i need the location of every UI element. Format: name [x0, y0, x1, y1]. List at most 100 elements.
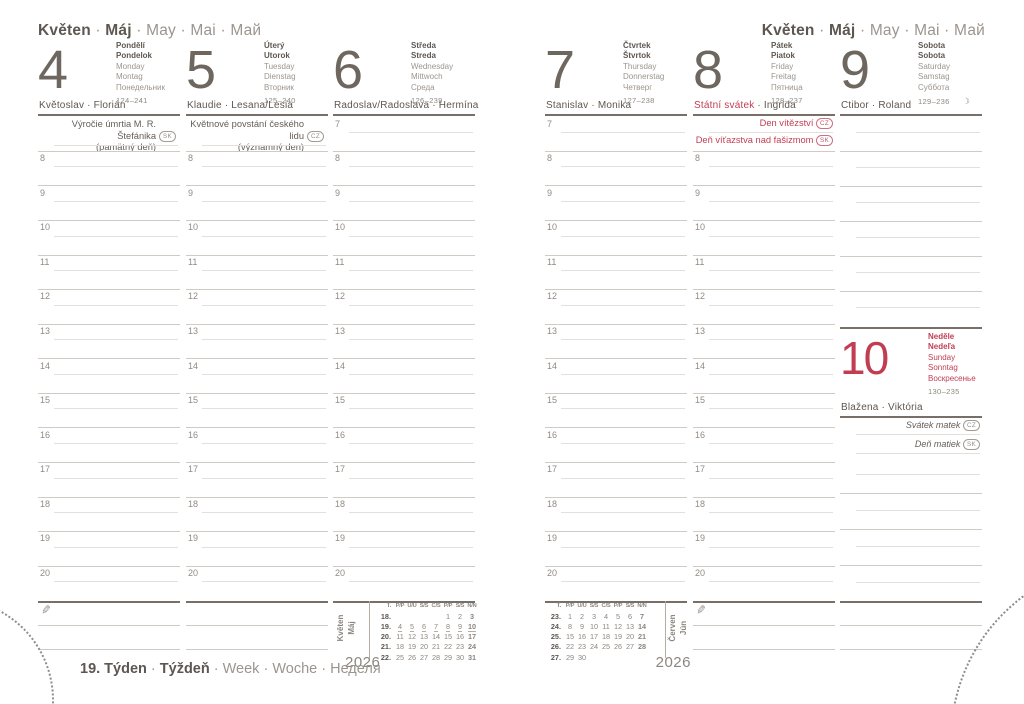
day-number: 6 — [333, 40, 363, 100]
day-name-bold: Čtvrtek — [623, 41, 651, 50]
rule-line — [38, 601, 180, 603]
sk-badge: SK — [816, 135, 833, 146]
hour-number: 9 — [188, 187, 194, 198]
mini-day-number: 10 — [589, 621, 599, 631]
hour-separator-line — [186, 219, 328, 221]
day-of-year-range-text: 128–237 — [771, 96, 803, 106]
hour-number: 9 — [547, 187, 553, 198]
name-day-names: Radoslav/Radoslava · Hermína — [334, 100, 479, 111]
half-hour-line — [54, 200, 178, 202]
month-name: Mai — [190, 22, 216, 39]
half-hour-line — [709, 581, 833, 583]
rule-line — [840, 114, 982, 116]
half-hour-line — [561, 442, 685, 444]
half-hour-line — [856, 581, 980, 583]
holiday-note-text: Deň víťazstva nad fašizmom — [695, 135, 814, 145]
mini-day-number: 17 — [589, 632, 599, 642]
hour-separator-line — [545, 565, 687, 567]
hour-number: 12 — [335, 291, 346, 302]
half-hour-line — [561, 339, 685, 341]
day-name: Суббота — [918, 82, 950, 92]
day-number: 10 — [840, 332, 889, 384]
month-name: Máj — [105, 22, 132, 39]
month-name: Květen — [38, 22, 91, 39]
rule-line — [333, 601, 475, 603]
hour-number: 20 — [40, 567, 51, 578]
mini-week-number: 24. — [550, 621, 561, 631]
day-name-bold: Štvrtok — [623, 51, 651, 61]
mini-day-number: 2 — [579, 611, 585, 621]
name-day-line: Klaudie · Lesana/Lesia — [187, 100, 293, 111]
weekday-header: Č/Š — [431, 602, 441, 609]
month-name: May — [146, 22, 176, 39]
half-hour-line — [856, 453, 980, 454]
mini-day-number: 18 — [601, 632, 611, 642]
day-name-bold: Pondelok — [116, 51, 153, 61]
half-hour-line — [709, 304, 833, 306]
mini-day-number: 21 — [637, 632, 647, 642]
half-hour-line — [561, 373, 685, 375]
hour-separator-line — [38, 427, 180, 429]
mini-day-number: 5 — [615, 611, 621, 621]
half-hour-line — [349, 373, 473, 375]
day-name: Sunday — [928, 352, 956, 362]
hour-separator-line — [545, 289, 687, 291]
mini-day-number: 16 — [577, 632, 587, 642]
half-hour-line — [561, 235, 685, 237]
hour-number: 17 — [40, 464, 51, 475]
mini-week-number: 27. — [550, 652, 561, 662]
mini-day-number: 4 — [603, 611, 609, 621]
half-hour-line — [709, 408, 833, 410]
hour-number: 7 — [547, 118, 553, 129]
half-hour-line — [349, 166, 473, 168]
month-name: Май — [230, 22, 262, 39]
hour-separator-line — [38, 254, 180, 256]
sk-badge: SK — [159, 131, 176, 142]
half-hour-line — [561, 546, 685, 548]
half-hour-line — [561, 512, 685, 514]
mini-day-number: 29 — [565, 652, 575, 662]
holiday-note-text: (pamätný deň) — [96, 142, 156, 152]
hour-separator-line — [38, 531, 180, 533]
mini-week-number: 20. — [380, 632, 391, 642]
hour-number: 11 — [547, 256, 557, 267]
mini-day-number: 20 — [625, 632, 635, 642]
last-quarter-moon-icon: ☾ — [961, 96, 970, 107]
hour-number: 17 — [188, 464, 199, 475]
hour-number: 11 — [335, 256, 345, 267]
hour-separator-line — [186, 289, 328, 291]
half-hour-line — [202, 200, 326, 202]
mini-day-number: 1 — [567, 611, 573, 621]
half-hour-line — [202, 581, 326, 583]
hour-separator-line — [840, 529, 982, 530]
mini-day-number: 16 — [455, 632, 465, 642]
day-of-year-range-text: 129–236 — [918, 97, 950, 107]
separator-dot: · — [259, 661, 273, 677]
day-name: Tuesday — [264, 61, 295, 71]
hour-number: 20 — [335, 567, 346, 578]
hour-separator-line — [545, 254, 687, 256]
mothers-day-note-text: Deň matiek — [914, 439, 961, 449]
hour-separator-line — [186, 461, 328, 463]
day-labels: Sobota Sobota Saturday Samstag Суббота 129–23… — [918, 41, 970, 107]
half-hour-line — [561, 200, 685, 202]
hour-number: 17 — [695, 464, 706, 475]
half-hour-line — [856, 131, 980, 133]
hour-number: 9 — [40, 187, 46, 198]
mini-day-number: 12 — [613, 621, 623, 631]
hour-number: 12 — [40, 291, 51, 302]
day-of-year-range-text: 126–239 — [411, 96, 443, 106]
name-day-names: Blažena · Viktória — [841, 402, 923, 413]
half-hour-line — [54, 270, 178, 272]
hour-number: 10 — [40, 222, 51, 233]
hour-separator-line — [545, 219, 687, 221]
hour-number: 19 — [547, 533, 558, 544]
week-footer: 19. Týden · Týždeň · Week · Woche · Неде… — [80, 661, 381, 677]
half-hour-line — [202, 546, 326, 548]
mini-day-number: 23 — [577, 642, 587, 652]
half-hour-line — [349, 546, 473, 548]
half-hour-line — [349, 477, 473, 479]
hour-number: 16 — [695, 429, 706, 440]
notes-line — [840, 625, 982, 626]
hour-separator-line — [333, 219, 475, 221]
